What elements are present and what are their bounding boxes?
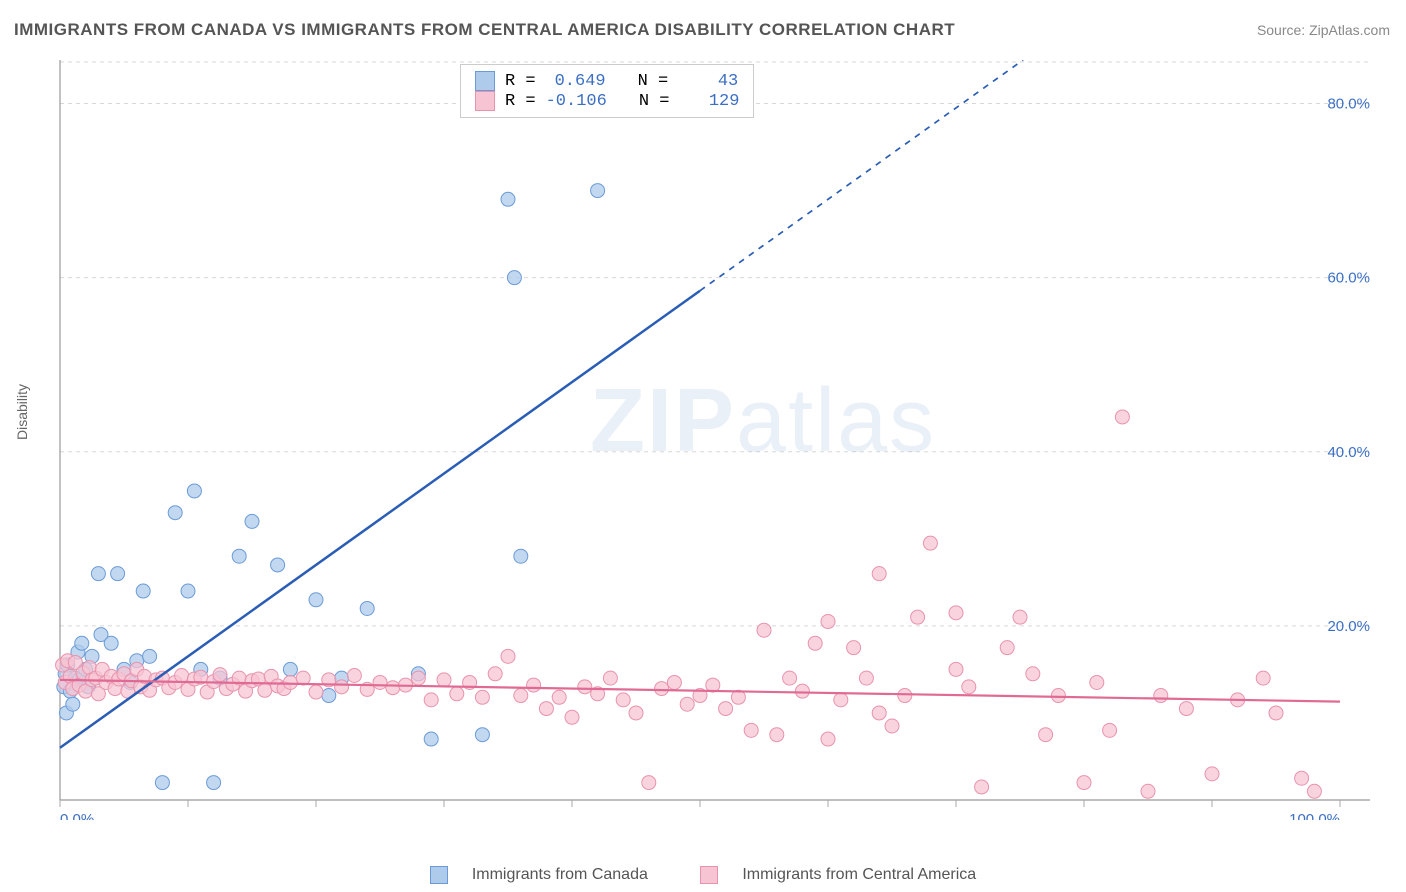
svg-text:20.0%: 20.0% (1327, 618, 1370, 635)
source-attribution: Source: ZipAtlas.com (1257, 22, 1390, 38)
n-value-centralamerica: 129 (679, 92, 739, 111)
plot-area: 0.0%100.0%20.0%40.0%60.0%80.0% ZIPatlas … (50, 60, 1380, 820)
svg-text:60.0%: 60.0% (1327, 270, 1370, 287)
legend-swatch-centralamerica (700, 866, 718, 884)
svg-text:100.0%: 100.0% (1289, 811, 1340, 820)
swatch-canada (475, 71, 495, 91)
legend-item-centralamerica: Immigrants from Central America (688, 866, 988, 883)
y-axis-label: Disability (14, 384, 30, 440)
legend-swatch-canada (430, 866, 448, 884)
x-legend: Immigrants from Canada Immigrants from C… (0, 866, 1406, 884)
stats-row-centralamerica: R = -0.106 N = 129 (475, 91, 739, 111)
legend-item-canada: Immigrants from Canada (418, 866, 660, 883)
source-label: Source: (1257, 22, 1305, 38)
r-value-canada: 0.649 (546, 72, 606, 91)
swatch-centralamerica (475, 91, 495, 111)
stats-legend-box: R = 0.649 N = 43 R = -0.106 N = 129 (460, 64, 754, 118)
chart-title: IMMIGRANTS FROM CANADA VS IMMIGRANTS FRO… (14, 20, 955, 40)
svg-text:0.0%: 0.0% (60, 811, 94, 820)
source-link[interactable]: ZipAtlas.com (1309, 22, 1390, 38)
r-value-centralamerica: -0.106 (546, 92, 607, 111)
stats-row-canada: R = 0.649 N = 43 (475, 71, 739, 91)
scatter-chart: 0.0% 100.0% 20.0% 40.0% 60.0% 80.0% (50, 60, 1380, 820)
n-value-canada: 43 (678, 72, 738, 91)
svg-text:80.0%: 80.0% (1327, 96, 1370, 113)
svg-text:40.0%: 40.0% (1327, 444, 1370, 461)
